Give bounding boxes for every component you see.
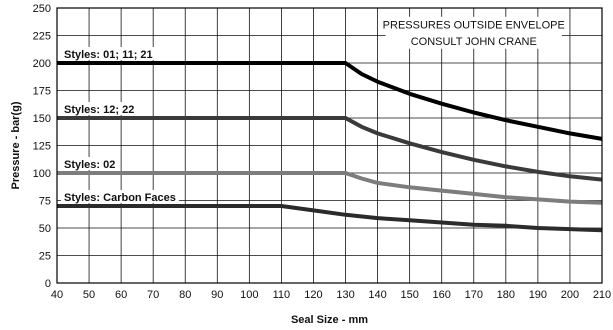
series-lines bbox=[57, 61, 603, 233]
tick-labels: 40 50 60 70 80 90 100 110 120 130 140 150 160 170 180 1… bbox=[33, 3, 612, 301]
y-tick-label: 25 bbox=[39, 251, 51, 263]
x-tick-label: 70 bbox=[147, 289, 159, 301]
y-tick-label: 250 bbox=[33, 3, 51, 15]
series-line-4 bbox=[57, 204, 603, 233]
plot-frame bbox=[56, 7, 603, 284]
x-tick-label: 170 bbox=[465, 289, 483, 301]
y-tick-label: 200 bbox=[33, 58, 51, 70]
x-tick-label: 160 bbox=[433, 289, 451, 301]
x-tick-label: 200 bbox=[561, 289, 579, 301]
x-tick-label: 210 bbox=[593, 289, 611, 301]
x-tick-label: 180 bbox=[497, 289, 515, 301]
x-tick-label: 140 bbox=[368, 289, 386, 301]
y-tick-label: 100 bbox=[33, 168, 51, 180]
x-tick-label: 110 bbox=[273, 289, 291, 301]
x-tick-label: 190 bbox=[529, 289, 547, 301]
envelope-note-line-2: CONSULT JOHN CRANE bbox=[411, 36, 537, 48]
series-labels: Styles: 01; 11; 21 Styles: 12; 22 Styles: … bbox=[61, 47, 179, 204]
x-tick-label: 130 bbox=[336, 289, 354, 301]
envelope-note-background bbox=[385, 16, 562, 49]
series-label-4: Styles: Carbon Faces bbox=[64, 192, 176, 204]
x-axis-title: Seal Size - mm bbox=[291, 314, 368, 326]
series-label-1: Styles: 01; 11; 21 bbox=[64, 49, 153, 61]
x-tick-label: 90 bbox=[211, 289, 223, 301]
y-axis-title: Pressure - bar(g) bbox=[10, 101, 22, 189]
x-tick-label: 50 bbox=[83, 289, 95, 301]
x-tick-label: 80 bbox=[179, 289, 191, 301]
series-label-2: Styles: 12; 22 bbox=[64, 104, 134, 116]
series-line-1 bbox=[57, 61, 603, 141]
series-line-3 bbox=[57, 171, 603, 205]
x-tick-label: 120 bbox=[304, 289, 322, 301]
series-label-background bbox=[61, 190, 179, 203]
y-tick-label: 50 bbox=[39, 223, 51, 235]
x-tick-label: 40 bbox=[51, 289, 63, 301]
x-tick-label: 100 bbox=[240, 289, 258, 301]
series-label-background bbox=[61, 157, 119, 170]
envelope-note-line-1: PRESSURES OUTSIDE ENVELOPE bbox=[383, 20, 565, 32]
series-line-2 bbox=[57, 116, 603, 182]
y-tick-label: 225 bbox=[33, 31, 51, 43]
y-tick-label: 0 bbox=[45, 278, 51, 290]
y-tick-label: 150 bbox=[33, 113, 51, 125]
series-label-background bbox=[61, 102, 138, 115]
y-tick-label: 125 bbox=[33, 141, 51, 153]
series-label-background bbox=[61, 47, 156, 60]
series-label-3: Styles: 02 bbox=[64, 159, 115, 171]
x-tick-label: 60 bbox=[115, 289, 127, 301]
y-tick-label: 75 bbox=[39, 196, 51, 208]
x-tick-label: 150 bbox=[400, 289, 418, 301]
y-tick-label: 175 bbox=[33, 86, 51, 98]
envelope-note: PRESSURES OUTSIDE ENVELOPE CONSULT JOHN … bbox=[383, 16, 565, 49]
